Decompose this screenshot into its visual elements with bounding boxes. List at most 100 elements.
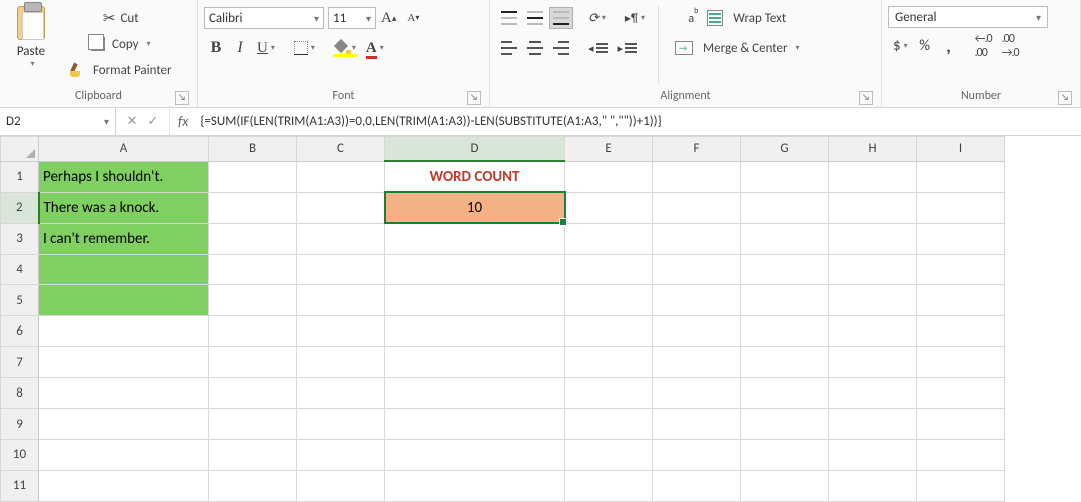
row-header-10[interactable]: 10 <box>1 440 39 471</box>
cell-F8[interactable] <box>653 378 741 409</box>
cell-B5[interactable] <box>209 285 297 316</box>
cell-G2[interactable] <box>741 192 829 223</box>
decrease-decimal-button[interactable]: .00→.0 <box>998 35 1023 57</box>
alignment-launcher[interactable]: ↘ <box>859 91 873 105</box>
merge-center-button[interactable]: Merge & Center <box>668 37 807 59</box>
cell-A5[interactable] <box>39 285 209 316</box>
font-size-select[interactable]: 11 ▾ <box>328 7 376 29</box>
orientation-button[interactable]: ⟳ <box>584 7 610 29</box>
cell-C8[interactable] <box>297 378 385 409</box>
cell-H7[interactable] <box>829 347 917 378</box>
cell-F4[interactable] <box>653 254 741 285</box>
bold-button[interactable]: B <box>205 37 227 59</box>
row-header-9[interactable]: 9 <box>1 409 39 440</box>
cell-G5[interactable] <box>741 285 829 316</box>
copy-button[interactable]: Copy <box>63 33 179 55</box>
cell-F5[interactable] <box>653 285 741 316</box>
cell-A8[interactable] <box>39 378 209 409</box>
decrease-font-button[interactable]: A▾ <box>402 7 424 29</box>
increase-decimal-button[interactable]: ←.0.00 <box>971 35 996 57</box>
italic-button[interactable]: I <box>229 37 251 59</box>
comma-style-button[interactable]: , <box>938 35 960 57</box>
cell-D10[interactable] <box>385 440 565 471</box>
cell-F11[interactable] <box>653 470 741 501</box>
cell-D2[interactable]: 10 <box>385 192 565 223</box>
cell-I5[interactable] <box>917 285 1005 316</box>
row-header-11[interactable]: 11 <box>1 470 39 501</box>
cell-C11[interactable] <box>297 470 385 501</box>
cell-F3[interactable] <box>653 223 741 254</box>
row-header-8[interactable]: 8 <box>1 378 39 409</box>
cell-G3[interactable] <box>741 223 829 254</box>
cell-D3[interactable] <box>385 223 565 254</box>
cell-C4[interactable] <box>297 254 385 285</box>
row-header-6[interactable]: 6 <box>1 316 39 347</box>
align-middle-button[interactable] <box>523 7 547 29</box>
cell-I11[interactable] <box>917 470 1005 501</box>
cell-F9[interactable] <box>653 409 741 440</box>
borders-button[interactable] <box>290 37 319 59</box>
font-name-select[interactable]: Calibri ▾ <box>204 7 324 29</box>
col-header-A[interactable]: A <box>39 137 209 162</box>
cancel-formula-icon[interactable]: ✕ <box>127 114 138 129</box>
cell-E11[interactable] <box>565 470 653 501</box>
row-header-4[interactable]: 4 <box>1 254 39 285</box>
cell-E10[interactable] <box>565 440 653 471</box>
cell-C9[interactable] <box>297 409 385 440</box>
cell-C3[interactable] <box>297 223 385 254</box>
col-header-F[interactable]: F <box>653 137 741 162</box>
cell-H1[interactable] <box>829 161 917 192</box>
cell-E8[interactable] <box>565 378 653 409</box>
cell-E9[interactable] <box>565 409 653 440</box>
cell-H2[interactable] <box>829 192 917 223</box>
cell-A11[interactable] <box>39 470 209 501</box>
cell-G1[interactable] <box>741 161 829 192</box>
cell-E2[interactable] <box>565 192 653 223</box>
decrease-indent-button[interactable]: ◂ <box>584 37 612 59</box>
row-header-3[interactable]: 3 <box>1 223 39 254</box>
cell-A4[interactable] <box>39 254 209 285</box>
currency-button[interactable]: $ <box>889 35 912 57</box>
cell-B3[interactable] <box>209 223 297 254</box>
cell-G7[interactable] <box>741 347 829 378</box>
col-header-B[interactable]: B <box>209 137 297 162</box>
cell-I1[interactable] <box>917 161 1005 192</box>
col-header-D[interactable]: D <box>385 137 565 162</box>
cell-A7[interactable] <box>39 347 209 378</box>
align-bottom-button[interactable] <box>549 7 573 29</box>
cell-D8[interactable] <box>385 378 565 409</box>
cell-C1[interactable] <box>297 161 385 192</box>
cell-D11[interactable] <box>385 470 565 501</box>
cell-D5[interactable] <box>385 285 565 316</box>
cell-A9[interactable] <box>39 409 209 440</box>
cell-A1[interactable]: Perhaps I shouldn't. <box>39 161 209 192</box>
cell-H6[interactable] <box>829 316 917 347</box>
cell-D9[interactable] <box>385 409 565 440</box>
cell-C10[interactable] <box>297 440 385 471</box>
align-center-button[interactable] <box>523 37 547 59</box>
cell-H3[interactable] <box>829 223 917 254</box>
underline-button[interactable]: U <box>253 37 279 59</box>
cell-G6[interactable] <box>741 316 829 347</box>
cell-B8[interactable] <box>209 378 297 409</box>
cell-E3[interactable] <box>565 223 653 254</box>
cell-A10[interactable] <box>39 440 209 471</box>
formula-input[interactable]: {=SUM(IF(LEN(TRIM(A1:A3))=0,0,LEN(TRIM(A… <box>196 108 1081 135</box>
cell-F10[interactable] <box>653 440 741 471</box>
cell-H11[interactable] <box>829 470 917 501</box>
cell-F7[interactable] <box>653 347 741 378</box>
cell-F2[interactable] <box>653 192 741 223</box>
cell-A3[interactable]: I can't remember. <box>39 223 209 254</box>
cell-D6[interactable] <box>385 316 565 347</box>
cell-B6[interactable] <box>209 316 297 347</box>
cell-I6[interactable] <box>917 316 1005 347</box>
fx-button[interactable]: fx <box>170 108 196 135</box>
increase-font-button[interactable]: A▴ <box>377 7 400 29</box>
cell-E1[interactable] <box>565 161 653 192</box>
cell-C5[interactable] <box>297 285 385 316</box>
cell-I9[interactable] <box>917 409 1005 440</box>
cell-I3[interactable] <box>917 223 1005 254</box>
wrap-text-button[interactable]: ab Wrap Text <box>668 7 807 29</box>
row-header-2[interactable]: 2 <box>1 192 39 223</box>
format-painter-button[interactable]: Format Painter <box>63 59 179 81</box>
